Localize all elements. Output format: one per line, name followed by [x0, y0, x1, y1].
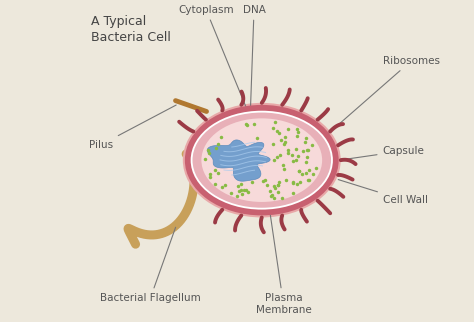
Text: DNA: DNA — [243, 5, 265, 136]
Text: Ribosomes: Ribosomes — [321, 56, 439, 140]
Text: Pilus: Pilus — [89, 105, 176, 150]
Text: Capsule: Capsule — [342, 146, 424, 160]
Text: A Typical
Bacteria Cell: A Typical Bacteria Cell — [91, 14, 171, 43]
Ellipse shape — [185, 105, 339, 215]
Text: Bacterial Flagellum: Bacterial Flagellum — [100, 227, 201, 303]
Polygon shape — [207, 140, 270, 181]
Text: Plasma
Membrane: Plasma Membrane — [255, 202, 311, 315]
Text: Cytoplasm: Cytoplasm — [178, 5, 248, 113]
Ellipse shape — [191, 111, 333, 210]
Text: Cell Wall: Cell Wall — [338, 180, 428, 205]
Ellipse shape — [192, 113, 331, 208]
Ellipse shape — [201, 118, 322, 202]
Ellipse shape — [183, 103, 341, 217]
